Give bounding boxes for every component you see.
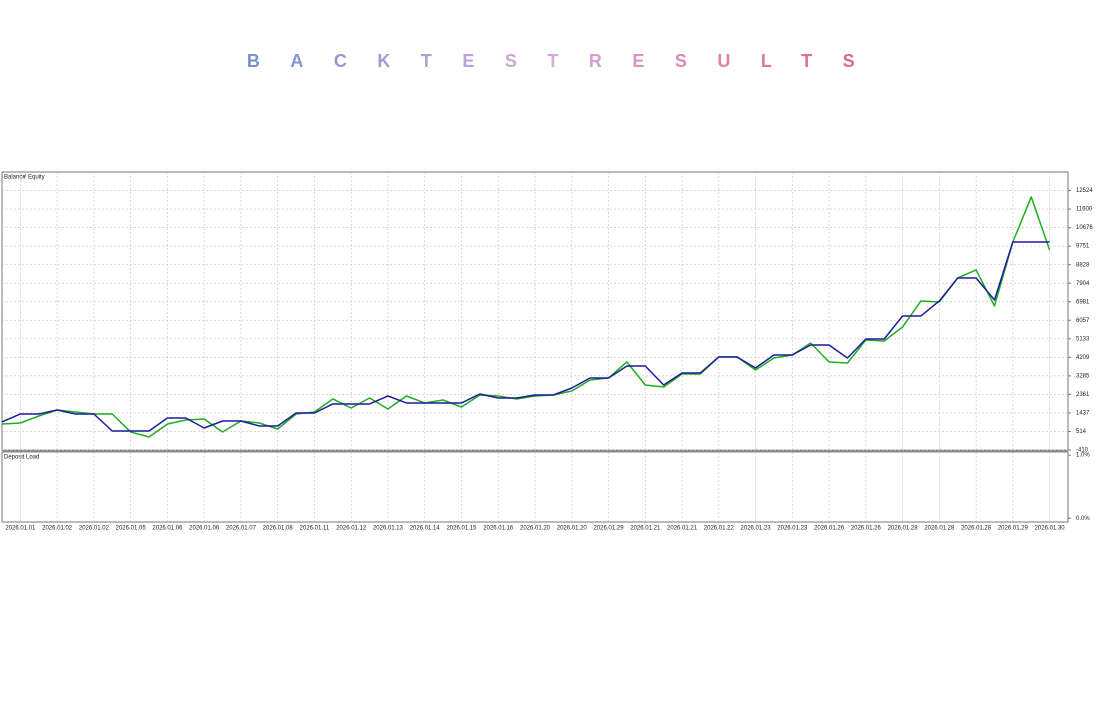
series-line [1, 241, 1050, 432]
x-tick-label: 2026.01.28 [961, 526, 992, 532]
y-tick-label: 514 [1076, 429, 1087, 435]
x-tick-label: 2026.01.29 [998, 526, 1029, 532]
x-tick-label: 2026.01.23 [741, 526, 772, 532]
x-tick-label: 2026.01.26 [814, 526, 845, 532]
y-tick-label: 2361 [1076, 392, 1090, 398]
x-tick-label: 2026.01.02 [42, 526, 73, 532]
y-tick-label: 11600 [1076, 207, 1093, 213]
x-tick-label: 2026.01.21 [667, 526, 698, 532]
y-tick-label: 10676 [1076, 225, 1093, 231]
x-tick-label: 2026.01.30 [1035, 526, 1066, 532]
panel-frame [1, 451, 1069, 523]
panel-title: Deposit Load [4, 455, 39, 461]
x-tick-label: 2026.01.21 [630, 526, 661, 532]
y-tick-label: 5133 [1076, 336, 1090, 342]
x-tick-label: 2026.01.23 [777, 526, 808, 532]
x-tick-label: 2026.01.06 [152, 526, 183, 532]
y-tick-label: 7904 [1076, 281, 1090, 287]
legend-balance: Balance [4, 175, 26, 181]
y-tick-label: 12524 [1076, 188, 1093, 194]
y-tick-label: 4209 [1076, 355, 1090, 361]
y-tick-label: 3285 [1076, 373, 1090, 379]
x-tick-label: 2026.01.07 [226, 526, 257, 532]
panel-y-tick-label: 0.0% [1076, 516, 1090, 522]
y-tick-label: -410 [1076, 448, 1089, 454]
x-tick-label: 2026.01.22 [704, 526, 735, 532]
x-tick-label: 2026.01.29 [594, 526, 625, 532]
panel-y-tick-label: 1.0% [1076, 453, 1090, 459]
x-tick-label: 2026.01.20 [557, 526, 588, 532]
x-tick-label: 2026.01.20 [520, 526, 551, 532]
x-tick-label: 2026.01.16 [483, 526, 514, 532]
y-tick-label: 1437 [1076, 411, 1090, 417]
x-tick-label: 2026.01.06 [189, 526, 220, 532]
x-tick-label: 2026.01.11 [300, 526, 330, 532]
x-tick-label: 2026.01.02 [79, 526, 110, 532]
x-tick-label: 2026.01.28 [888, 526, 919, 532]
x-tick-label: 2026.01.14 [410, 526, 441, 532]
x-tick-label: 2026.01.01 [5, 526, 36, 532]
x-tick-label: 2026.01.12 [336, 526, 367, 532]
y-tick-label: 6057 [1076, 318, 1090, 324]
series-line [1, 196, 1051, 438]
chart-title: BACKTESTRESULTS [247, 51, 885, 71]
x-tick-label: 2026.01.26 [851, 526, 882, 532]
x-tick-label: 2026.01.05 [116, 526, 147, 532]
x-tick-label: 2026.01.28 [924, 526, 955, 532]
legend-equity: Equity [28, 175, 45, 181]
x-tick-label: 2026.01.08 [263, 526, 294, 532]
y-tick-label: 8828 [1076, 262, 1090, 268]
y-tick-label: 6981 [1076, 299, 1090, 305]
x-tick-label: 2026.01.15 [446, 526, 477, 532]
y-tick-label: 9751 [1076, 244, 1090, 250]
x-tick-label: 2026.01.13 [373, 526, 404, 532]
legend-separator: / [24, 175, 26, 181]
